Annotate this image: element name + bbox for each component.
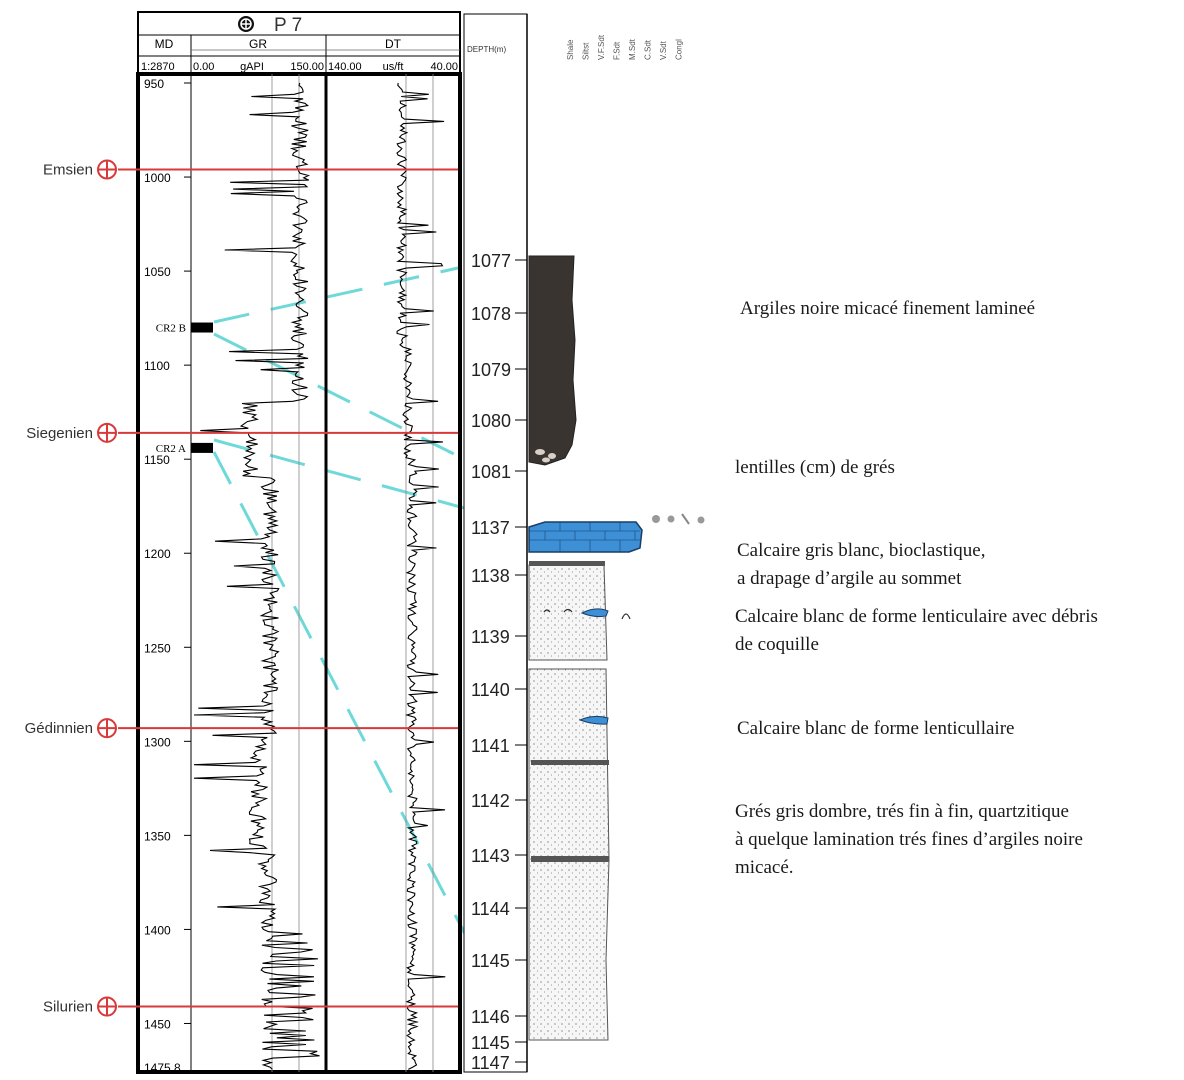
md-tick-label: 1150 — [144, 453, 170, 467]
grain-size-header: M.Sdt — [628, 38, 637, 60]
md-tick-label: 950 — [144, 77, 164, 91]
md-tick-label: 1200 — [144, 547, 171, 561]
core-label: CR2 A — [156, 443, 186, 455]
core-markers: CR2 B CR2 A — [156, 322, 213, 455]
md-depth-axis: 950 1000 1050 1100 1150 1200 1250 1300 1350 1400 1… — [144, 77, 191, 1075]
description-line: à quelque lamination trés fines d’argile… — [735, 829, 1083, 850]
gr-min-label: 0.00 — [193, 61, 214, 73]
depth-header: DEPTH(m) — [467, 45, 506, 54]
core-depth-label: 1146 — [471, 1007, 510, 1027]
dt-min-label: 140.00 — [328, 61, 362, 73]
core-depth-label: 1141 — [471, 736, 510, 756]
sandstone-interval-middle — [528, 668, 610, 1041]
core-depth-label: 1079 — [471, 360, 511, 380]
correlation-line-top — [213, 266, 459, 324]
well-name: P 7 — [274, 15, 302, 36]
core-depth-label: 1139 — [471, 627, 510, 647]
gr-curve — [193, 82, 320, 1070]
formation-top-label: Emsien — [43, 162, 93, 179]
grain-size-header: Shale — [566, 39, 575, 60]
core-depth-label: 1142 — [471, 791, 510, 811]
md-tick-label: 1050 — [144, 265, 171, 279]
description-black-shale: Argiles noire micacé finement lamineé — [740, 295, 1035, 323]
md-tick-label: 1450 — [144, 1017, 171, 1031]
md-tick-label: 1400 — [144, 923, 171, 937]
description-line: a drapage d’argile au sommet — [737, 568, 962, 589]
core-depth-label: 1081 — [471, 462, 511, 482]
sand-lenses — [535, 449, 556, 463]
shale-interval — [528, 255, 577, 466]
description-line: lentilles (cm) de grés — [735, 457, 895, 478]
limestone-lenses — [578, 608, 609, 725]
bioclast-icon — [652, 513, 705, 525]
core-depth-label: 1144 — [471, 899, 510, 919]
md-tick-label: 1350 — [144, 829, 171, 843]
core-depth-label: 1138 — [471, 566, 510, 586]
limestone-bed — [528, 521, 643, 553]
description-line: micacé. — [735, 857, 794, 878]
md-track-label: MD — [155, 37, 174, 51]
description-line: Calcaire blanc de forme lenticulaire ave… — [735, 606, 1098, 627]
description-line: de coquille — [735, 634, 819, 655]
core-label: CR2 B — [156, 323, 186, 335]
dt-track-label: DT — [385, 37, 402, 51]
log-curves — [193, 82, 446, 1070]
grain-size-header: Congl — [675, 39, 684, 60]
md-tick-label: 1475.8 — [144, 1061, 181, 1075]
core-depth-label: 1078 — [471, 304, 511, 324]
md-tick-label: 1100 — [144, 359, 170, 373]
core-depth-label: 1080 — [471, 411, 511, 431]
dt-curve — [395, 82, 446, 1070]
shale-laminae — [529, 561, 609, 862]
md-tick-label: 1250 — [144, 641, 171, 655]
core-depth-label: 1140 — [471, 680, 510, 700]
core-depth-label: 1147 — [471, 1053, 510, 1073]
grain-size-header: Siltst — [582, 42, 591, 60]
grain-size-header: V.Sdt — [659, 40, 668, 60]
formation-top-label: Silurien — [43, 999, 93, 1016]
gr-max-label: 150.00 — [290, 61, 324, 73]
description-line: Argiles noire micacé finement lamineé — [740, 298, 1036, 319]
description-line: Calcaire gris blanc, bioclastique, — [737, 540, 986, 561]
gr-track-label: GR — [249, 37, 267, 51]
formation-tops: Emsien Siegenien Gédinnien Silurien — [25, 159, 458, 1017]
dt-max-label: 40.00 — [430, 61, 458, 73]
scale-label: 1:2870 — [141, 61, 175, 73]
description-lenticular-limestone: Calcaire blanc de forme lenticullaire — [737, 715, 1014, 743]
well-header: P 7 MD GR DT 1:2870 0.00 gAPI 150.00 140… — [137, 11, 461, 75]
core-depth-label: 1077 — [471, 251, 511, 271]
description-line: Grés gris dombre, trés fin à fin, quartz… — [735, 801, 1069, 822]
formation-top-label: Gédinnien — [25, 720, 93, 737]
core-depth-label: 1143 — [471, 846, 510, 866]
core-depth-label: 1137 — [471, 518, 510, 538]
correlation-line-middle — [213, 438, 491, 517]
core-marker — [191, 322, 213, 333]
core-description-column: DEPTH(m) Shale Siltst V.F.Sdt F.Sdt M.Sdt C.S… — [463, 13, 705, 1073]
core-depth-label: 1145 — [471, 951, 510, 971]
core-depth-label: 1145 — [471, 1033, 510, 1053]
description-bioclastic-limestone: Calcaire gris blanc, bioclastique, a dra… — [737, 537, 986, 593]
description-line: Calcaire blanc de forme lenticullaire — [737, 718, 1015, 739]
core-marker — [191, 442, 213, 453]
core-depth-labels: 1077 1078 1079 1080 1081 1137 1138 1139 1140 1141… — [471, 251, 527, 1073]
formation-top-label: Siegenien — [26, 425, 93, 442]
grain-size-headers: Shale Siltst V.F.Sdt F.Sdt M.Sdt C.Sdt V.Sdt Co… — [566, 34, 684, 60]
gr-unit-label: gAPI — [240, 61, 264, 73]
md-tick-label: 1000 — [144, 171, 171, 185]
description-lenticular-limestone-shells: Calcaire blanc de forme lenticulaire ave… — [735, 603, 1098, 659]
grain-size-header: C.Sdt — [644, 39, 653, 60]
shell-debris-icon — [543, 608, 631, 620]
log-tracks — [136, 72, 462, 1074]
grain-size-header: F.Sdt — [613, 41, 622, 60]
dt-unit-label: us/ft — [383, 61, 404, 73]
md-tick-label: 1300 — [144, 735, 171, 749]
grain-size-header: V.F.Sdt — [597, 34, 606, 60]
well-symbol-icon — [238, 16, 254, 32]
description-quartzitic-sandstone: Grés gris dombre, trés fin à fin, quartz… — [735, 798, 1083, 882]
limestone-brick-pattern — [529, 522, 640, 552]
description-sand-lenses: lentilles (cm) de grés — [735, 454, 895, 482]
